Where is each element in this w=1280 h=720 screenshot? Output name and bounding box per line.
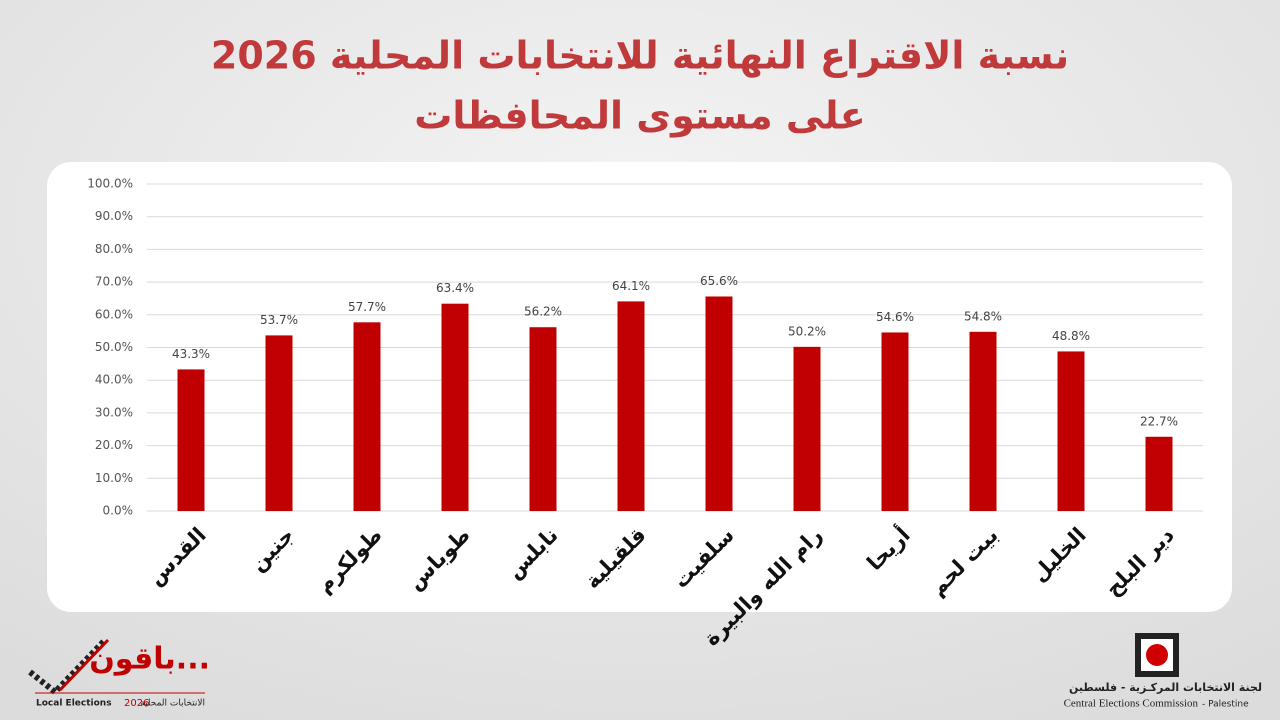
- value-label: 63.4%: [436, 281, 474, 295]
- value-label: 50.2%: [788, 324, 826, 338]
- chart-title: نسبة الاقتراع النهائية للانتخابات المحلي…: [211, 34, 1069, 78]
- y-tick-label: 80.0%: [95, 242, 133, 256]
- y-tick-label: 0.0%: [103, 504, 134, 518]
- bar: [1145, 436, 1173, 511]
- value-label: 54.6%: [876, 310, 914, 324]
- chart-subtitle: على مستوى المحافظات: [414, 94, 866, 138]
- y-tick-label: 10.0%: [95, 471, 133, 485]
- campaign-en: Local Elections: [36, 699, 112, 709]
- value-label: 57.7%: [348, 300, 386, 314]
- y-tick-label: 30.0%: [95, 405, 133, 419]
- y-tick-label: 40.0%: [95, 373, 133, 387]
- value-label: 43.3%: [172, 347, 210, 361]
- logo-dot: [1146, 644, 1168, 666]
- y-tick-label: 60.0%: [95, 307, 133, 321]
- value-label: 48.8%: [1052, 329, 1090, 343]
- y-tick-label: 50.0%: [95, 340, 133, 354]
- value-label: 56.2%: [524, 305, 562, 319]
- check-mark: [28, 637, 108, 697]
- value-label: 22.7%: [1140, 414, 1178, 428]
- value-label: 64.1%: [612, 279, 650, 293]
- bar: [529, 327, 557, 511]
- value-label: 54.8%: [964, 309, 1002, 323]
- commission-country: - Palestine: [1202, 700, 1249, 710]
- commission-logo: لجنة الانتخابات المركـزية - فلسطين Centr…: [1064, 633, 1262, 710]
- campaign-logo: باقون... Local Elections 2026 الانتخابات…: [28, 637, 210, 709]
- bar: [353, 322, 381, 511]
- value-label: 53.7%: [260, 313, 298, 327]
- y-tick-label: 70.0%: [95, 275, 133, 289]
- value-label: 65.6%: [700, 274, 738, 288]
- y-tick-label: 20.0%: [95, 438, 133, 452]
- bar: [441, 303, 469, 511]
- bar: [793, 346, 821, 511]
- bar: [177, 369, 205, 511]
- commission-en: Central Elections Commission: [1064, 698, 1199, 710]
- campaign-year: 2026: [124, 698, 149, 709]
- campaign-ar: الانتخابات المحلية: [140, 699, 205, 709]
- check-accent: [58, 638, 110, 692]
- bar: [705, 296, 733, 511]
- bar: [617, 301, 645, 511]
- commission-ar: لجنة الانتخابات المركـزية - فلسطين: [1069, 681, 1262, 694]
- y-tick-label: 100.0%: [87, 177, 133, 191]
- bar: [881, 332, 909, 511]
- bar: [1057, 351, 1085, 511]
- y-tick-label: 90.0%: [95, 209, 133, 223]
- bar: [265, 335, 293, 511]
- bar: [969, 331, 997, 511]
- campaign-name: باقون...: [89, 642, 210, 677]
